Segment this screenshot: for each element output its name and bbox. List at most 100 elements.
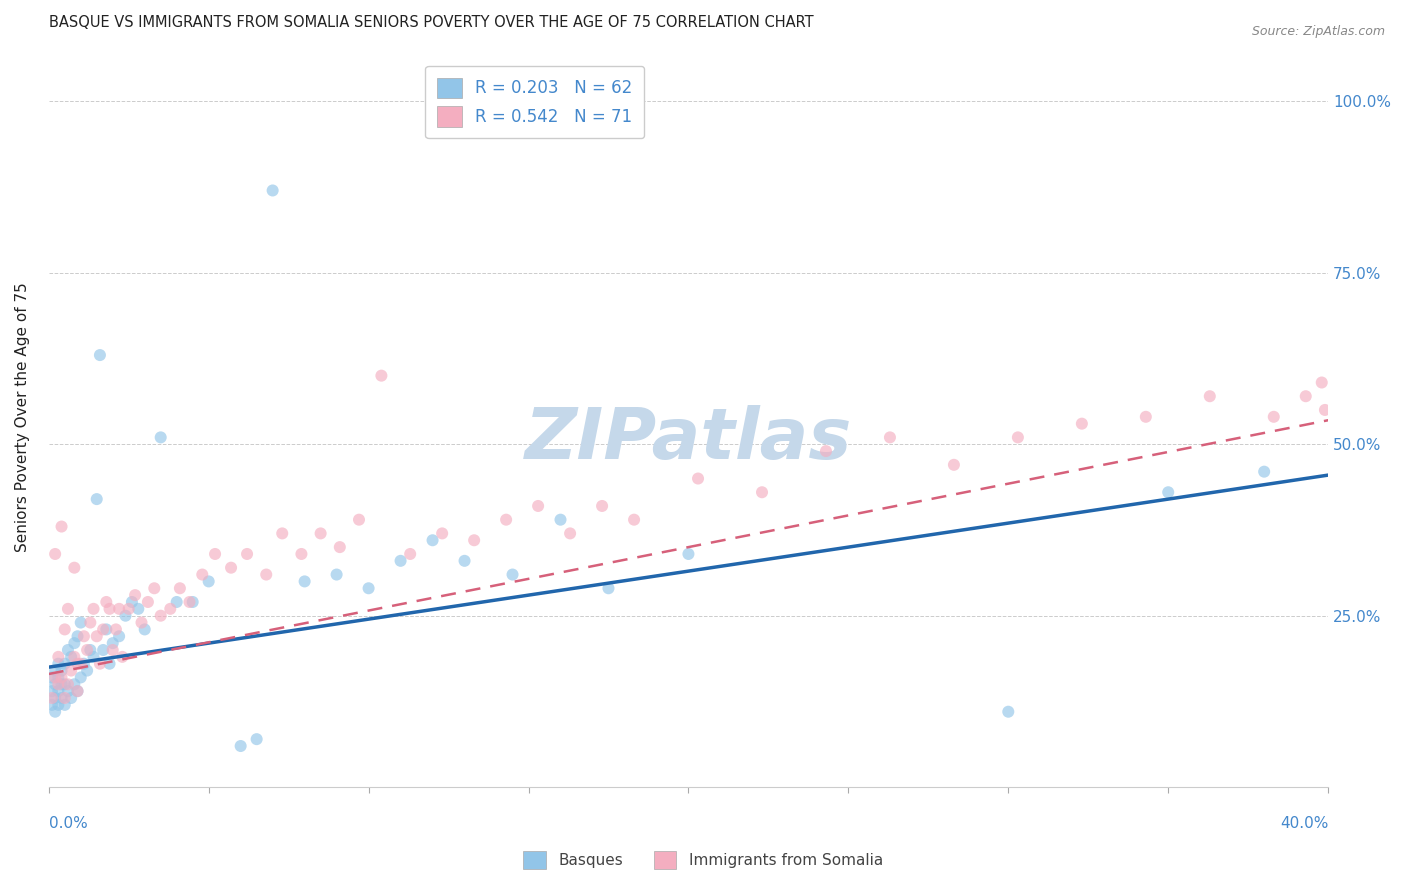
Point bbox=[91, 623, 114, 637]
Point bbox=[1313, 403, 1336, 417]
Point bbox=[389, 554, 412, 568]
Point bbox=[347, 513, 370, 527]
Point bbox=[463, 533, 485, 548]
Point bbox=[51, 691, 73, 706]
Point bbox=[66, 684, 89, 698]
Point bbox=[159, 602, 181, 616]
Point bbox=[686, 471, 709, 485]
Point bbox=[73, 657, 96, 671]
Point bbox=[41, 684, 63, 698]
Point bbox=[69, 615, 91, 630]
Point bbox=[1253, 465, 1275, 479]
Point bbox=[495, 513, 517, 527]
Point bbox=[44, 677, 66, 691]
Point bbox=[370, 368, 392, 383]
Point bbox=[63, 636, 86, 650]
Point bbox=[44, 691, 66, 706]
Point bbox=[124, 588, 146, 602]
Point bbox=[118, 602, 141, 616]
Point bbox=[91, 643, 114, 657]
Point bbox=[98, 657, 121, 671]
Point bbox=[219, 560, 242, 574]
Point bbox=[60, 649, 83, 664]
Legend: Basques, Immigrants from Somalia: Basques, Immigrants from Somalia bbox=[517, 845, 889, 875]
Point bbox=[66, 657, 89, 671]
Point bbox=[60, 664, 83, 678]
Point bbox=[1310, 376, 1333, 390]
Point bbox=[136, 595, 159, 609]
Point bbox=[879, 430, 901, 444]
Point bbox=[66, 684, 89, 698]
Point bbox=[591, 499, 613, 513]
Point bbox=[104, 623, 127, 637]
Point bbox=[111, 649, 134, 664]
Point bbox=[101, 636, 124, 650]
Point bbox=[558, 526, 581, 541]
Point bbox=[76, 643, 98, 657]
Point bbox=[121, 595, 143, 609]
Point bbox=[46, 698, 69, 712]
Point bbox=[56, 643, 79, 657]
Point bbox=[254, 567, 277, 582]
Point bbox=[262, 184, 284, 198]
Text: BASQUE VS IMMIGRANTS FROM SOMALIA SENIORS POVERTY OVER THE AGE OF 75 CORRELATION: BASQUE VS IMMIGRANTS FROM SOMALIA SENIOR… bbox=[49, 15, 814, 30]
Point bbox=[41, 691, 63, 706]
Point bbox=[73, 629, 96, 643]
Point bbox=[51, 670, 73, 684]
Point bbox=[69, 670, 91, 684]
Point bbox=[357, 581, 380, 595]
Point bbox=[101, 643, 124, 657]
Point bbox=[63, 560, 86, 574]
Point bbox=[143, 581, 166, 595]
Point bbox=[751, 485, 773, 500]
Point bbox=[204, 547, 226, 561]
Point bbox=[86, 629, 108, 643]
Point bbox=[108, 602, 131, 616]
Legend: R = 0.203   N = 62, R = 0.542   N = 71: R = 0.203 N = 62, R = 0.542 N = 71 bbox=[426, 66, 644, 138]
Point bbox=[623, 513, 645, 527]
Point bbox=[290, 547, 312, 561]
Point bbox=[51, 664, 73, 678]
Point bbox=[197, 574, 219, 589]
Point bbox=[191, 567, 214, 582]
Point bbox=[942, 458, 965, 472]
Point bbox=[329, 540, 352, 554]
Point bbox=[53, 623, 76, 637]
Point bbox=[51, 677, 73, 691]
Point bbox=[96, 623, 118, 637]
Point bbox=[96, 595, 118, 609]
Point bbox=[149, 608, 172, 623]
Point bbox=[46, 670, 69, 684]
Point bbox=[86, 492, 108, 507]
Point bbox=[76, 664, 98, 678]
Point bbox=[53, 698, 76, 712]
Point bbox=[69, 657, 91, 671]
Y-axis label: Seniors Poverty Over the Age of 75: Seniors Poverty Over the Age of 75 bbox=[15, 282, 30, 551]
Point bbox=[1070, 417, 1092, 431]
Text: ZIPatlas: ZIPatlas bbox=[524, 405, 852, 474]
Point bbox=[98, 602, 121, 616]
Point bbox=[41, 698, 63, 712]
Point bbox=[1198, 389, 1220, 403]
Point bbox=[422, 533, 444, 548]
Point bbox=[46, 657, 69, 671]
Point bbox=[44, 547, 66, 561]
Text: 0.0%: 0.0% bbox=[49, 816, 87, 831]
Point bbox=[134, 623, 156, 637]
Point bbox=[56, 684, 79, 698]
Point bbox=[166, 595, 188, 609]
Point bbox=[550, 513, 572, 527]
Point bbox=[1157, 485, 1180, 500]
Point bbox=[60, 691, 83, 706]
Point bbox=[79, 615, 101, 630]
Point bbox=[527, 499, 550, 513]
Point bbox=[1295, 389, 1317, 403]
Point bbox=[229, 739, 252, 753]
Point bbox=[399, 547, 422, 561]
Point bbox=[997, 705, 1019, 719]
Point bbox=[131, 615, 153, 630]
Point bbox=[236, 547, 259, 561]
Point bbox=[1263, 409, 1285, 424]
Point bbox=[44, 670, 66, 684]
Point bbox=[53, 657, 76, 671]
